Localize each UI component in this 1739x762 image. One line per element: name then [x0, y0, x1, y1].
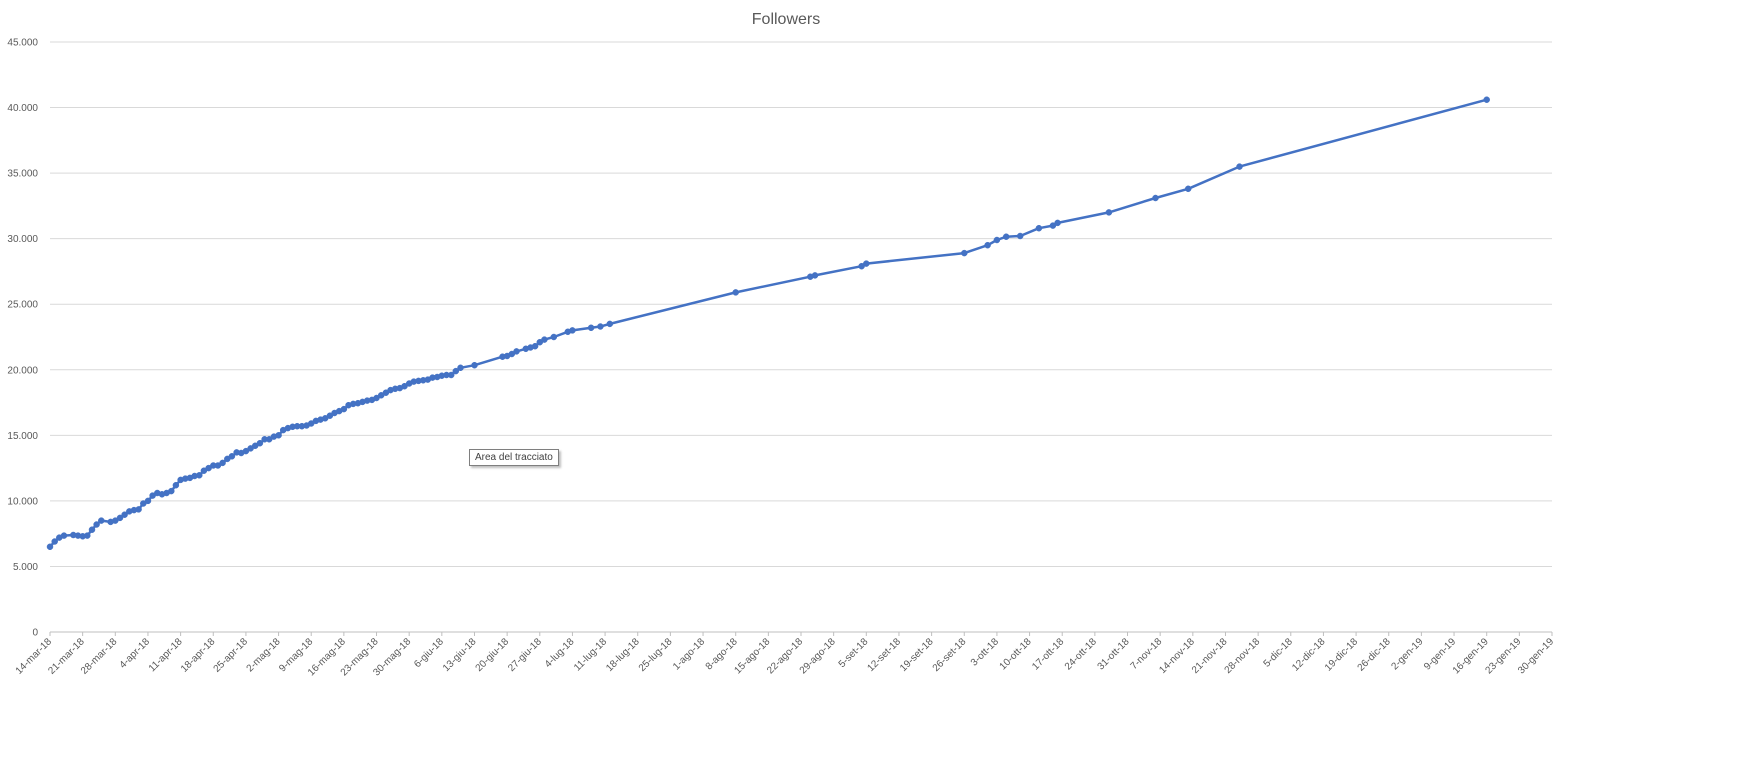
data-point[interactable] [597, 323, 604, 330]
x-tick-label: 2-gen-19 [1389, 636, 1425, 672]
data-point[interactable] [1105, 209, 1113, 216]
data-point[interactable] [811, 272, 819, 279]
y-tick-label: 30.000 [7, 234, 38, 245]
y-tick-label: 0 [32, 628, 38, 639]
data-point[interactable] [1016, 232, 1024, 240]
data-point[interactable] [961, 249, 968, 257]
data-point[interactable] [84, 532, 91, 539]
data-point[interactable] [60, 532, 68, 539]
gridlines [50, 41, 1552, 633]
y-tick-label: 40.000 [7, 103, 38, 114]
x-tick-label: 3-ott-18 [969, 636, 1001, 668]
data-point[interactable] [256, 439, 264, 447]
series-line[interactable] [49, 98, 1488, 548]
x-tick-label: 29-ago-18 [798, 636, 838, 676]
x-tick-label: 28-mar-18 [79, 636, 120, 677]
data-point[interactable] [88, 526, 96, 533]
data-point[interactable] [863, 260, 870, 267]
x-axis-tick-labels: 14-mar-1821-mar-1828-mar-184-apr-1811-ap… [14, 632, 1556, 678]
followers-series[interactable] [46, 96, 1490, 551]
data-point[interactable] [513, 348, 520, 355]
data-point[interactable] [471, 361, 478, 369]
x-tick-label: 27-giu-18 [506, 636, 544, 674]
data-point[interactable] [732, 289, 739, 296]
data-point[interactable] [1054, 219, 1061, 227]
y-tick-label: 15.000 [7, 431, 38, 442]
data-point[interactable] [1184, 185, 1192, 193]
x-tick-label: 13-giu-18 [441, 636, 479, 674]
data-point[interactable] [457, 364, 464, 372]
y-tick-label: 20.000 [7, 365, 38, 376]
x-tick-label: 28-nov-18 [1223, 636, 1263, 676]
data-point[interactable] [541, 336, 548, 343]
data-point[interactable] [452, 367, 460, 375]
data-point[interactable] [993, 236, 1001, 244]
x-tick-label: 31-ott-18 [1096, 636, 1132, 672]
data-point[interactable] [606, 320, 614, 328]
x-tick-label: 2-mag-18 [245, 636, 283, 674]
x-tick-label: 17-ott-18 [1030, 636, 1066, 672]
data-point[interactable] [447, 371, 455, 379]
data-point[interactable] [228, 453, 236, 460]
y-tick-label: 25.000 [7, 300, 38, 311]
data-point[interactable] [587, 324, 595, 332]
y-tick-label: 5.000 [13, 562, 38, 573]
x-tick-label: 24-ott-18 [1063, 636, 1099, 672]
y-tick-label: 10.000 [7, 496, 38, 507]
data-point[interactable] [340, 405, 348, 413]
y-axis-tick-labels: 0 5.000 10.000 15.000 20.000 25.000 30.000 35.0… [7, 38, 38, 639]
x-tick-label: 12-set-18 [865, 636, 903, 674]
data-point[interactable] [275, 432, 282, 439]
x-tick-label: 1-ago-18 [671, 636, 707, 672]
data-point[interactable] [144, 497, 152, 505]
data-point[interactable] [1236, 163, 1243, 170]
data-point[interactable] [1002, 233, 1010, 240]
data-point[interactable] [984, 241, 991, 249]
x-tick-label: 20-giu-18 [474, 636, 512, 674]
chart-title: Followers [752, 11, 820, 28]
data-point[interactable] [172, 481, 180, 489]
x-tick-label: 12-dic-18 [1290, 636, 1328, 674]
x-tick-label: 26-dic-18 [1356, 636, 1394, 674]
data-point[interactable] [51, 538, 58, 545]
x-tick-label: 26-set-18 [931, 636, 969, 674]
y-tick-label: 45.000 [7, 38, 38, 49]
data-point[interactable] [569, 327, 576, 334]
data-point[interactable] [550, 333, 558, 341]
x-tick-label: 30-gen-19 [1516, 636, 1556, 676]
data-point[interactable] [531, 342, 539, 350]
data-point[interactable] [93, 521, 100, 528]
data-point[interactable] [135, 506, 142, 513]
data-point[interactable] [168, 487, 175, 495]
data-point[interactable] [196, 472, 203, 479]
plot-area-tooltip: Area del tracciato [469, 449, 559, 466]
y-tick-label: 35.000 [7, 169, 38, 180]
data-point[interactable] [46, 543, 54, 551]
x-tick-label: 19-set-18 [898, 636, 936, 674]
data-point[interactable] [219, 459, 226, 467]
x-tick-label: 18-apr-18 [179, 636, 218, 675]
data-point[interactable] [116, 514, 124, 522]
x-tick-label: 19-dic-18 [1323, 636, 1361, 674]
data-point[interactable] [121, 511, 128, 518]
x-tick-label: 18-lug-18 [604, 636, 642, 674]
data-point[interactable] [98, 517, 105, 524]
x-tick-label: 10-ott-18 [998, 636, 1034, 672]
data-point[interactable] [1035, 224, 1043, 232]
x-tick-label: 25-lug-18 [637, 636, 675, 674]
data-point[interactable] [1483, 96, 1490, 103]
x-tick-label: 25-apr-18 [212, 636, 251, 675]
data-point[interactable] [1152, 194, 1159, 202]
x-tick-label: 11-lug-18 [572, 636, 609, 673]
